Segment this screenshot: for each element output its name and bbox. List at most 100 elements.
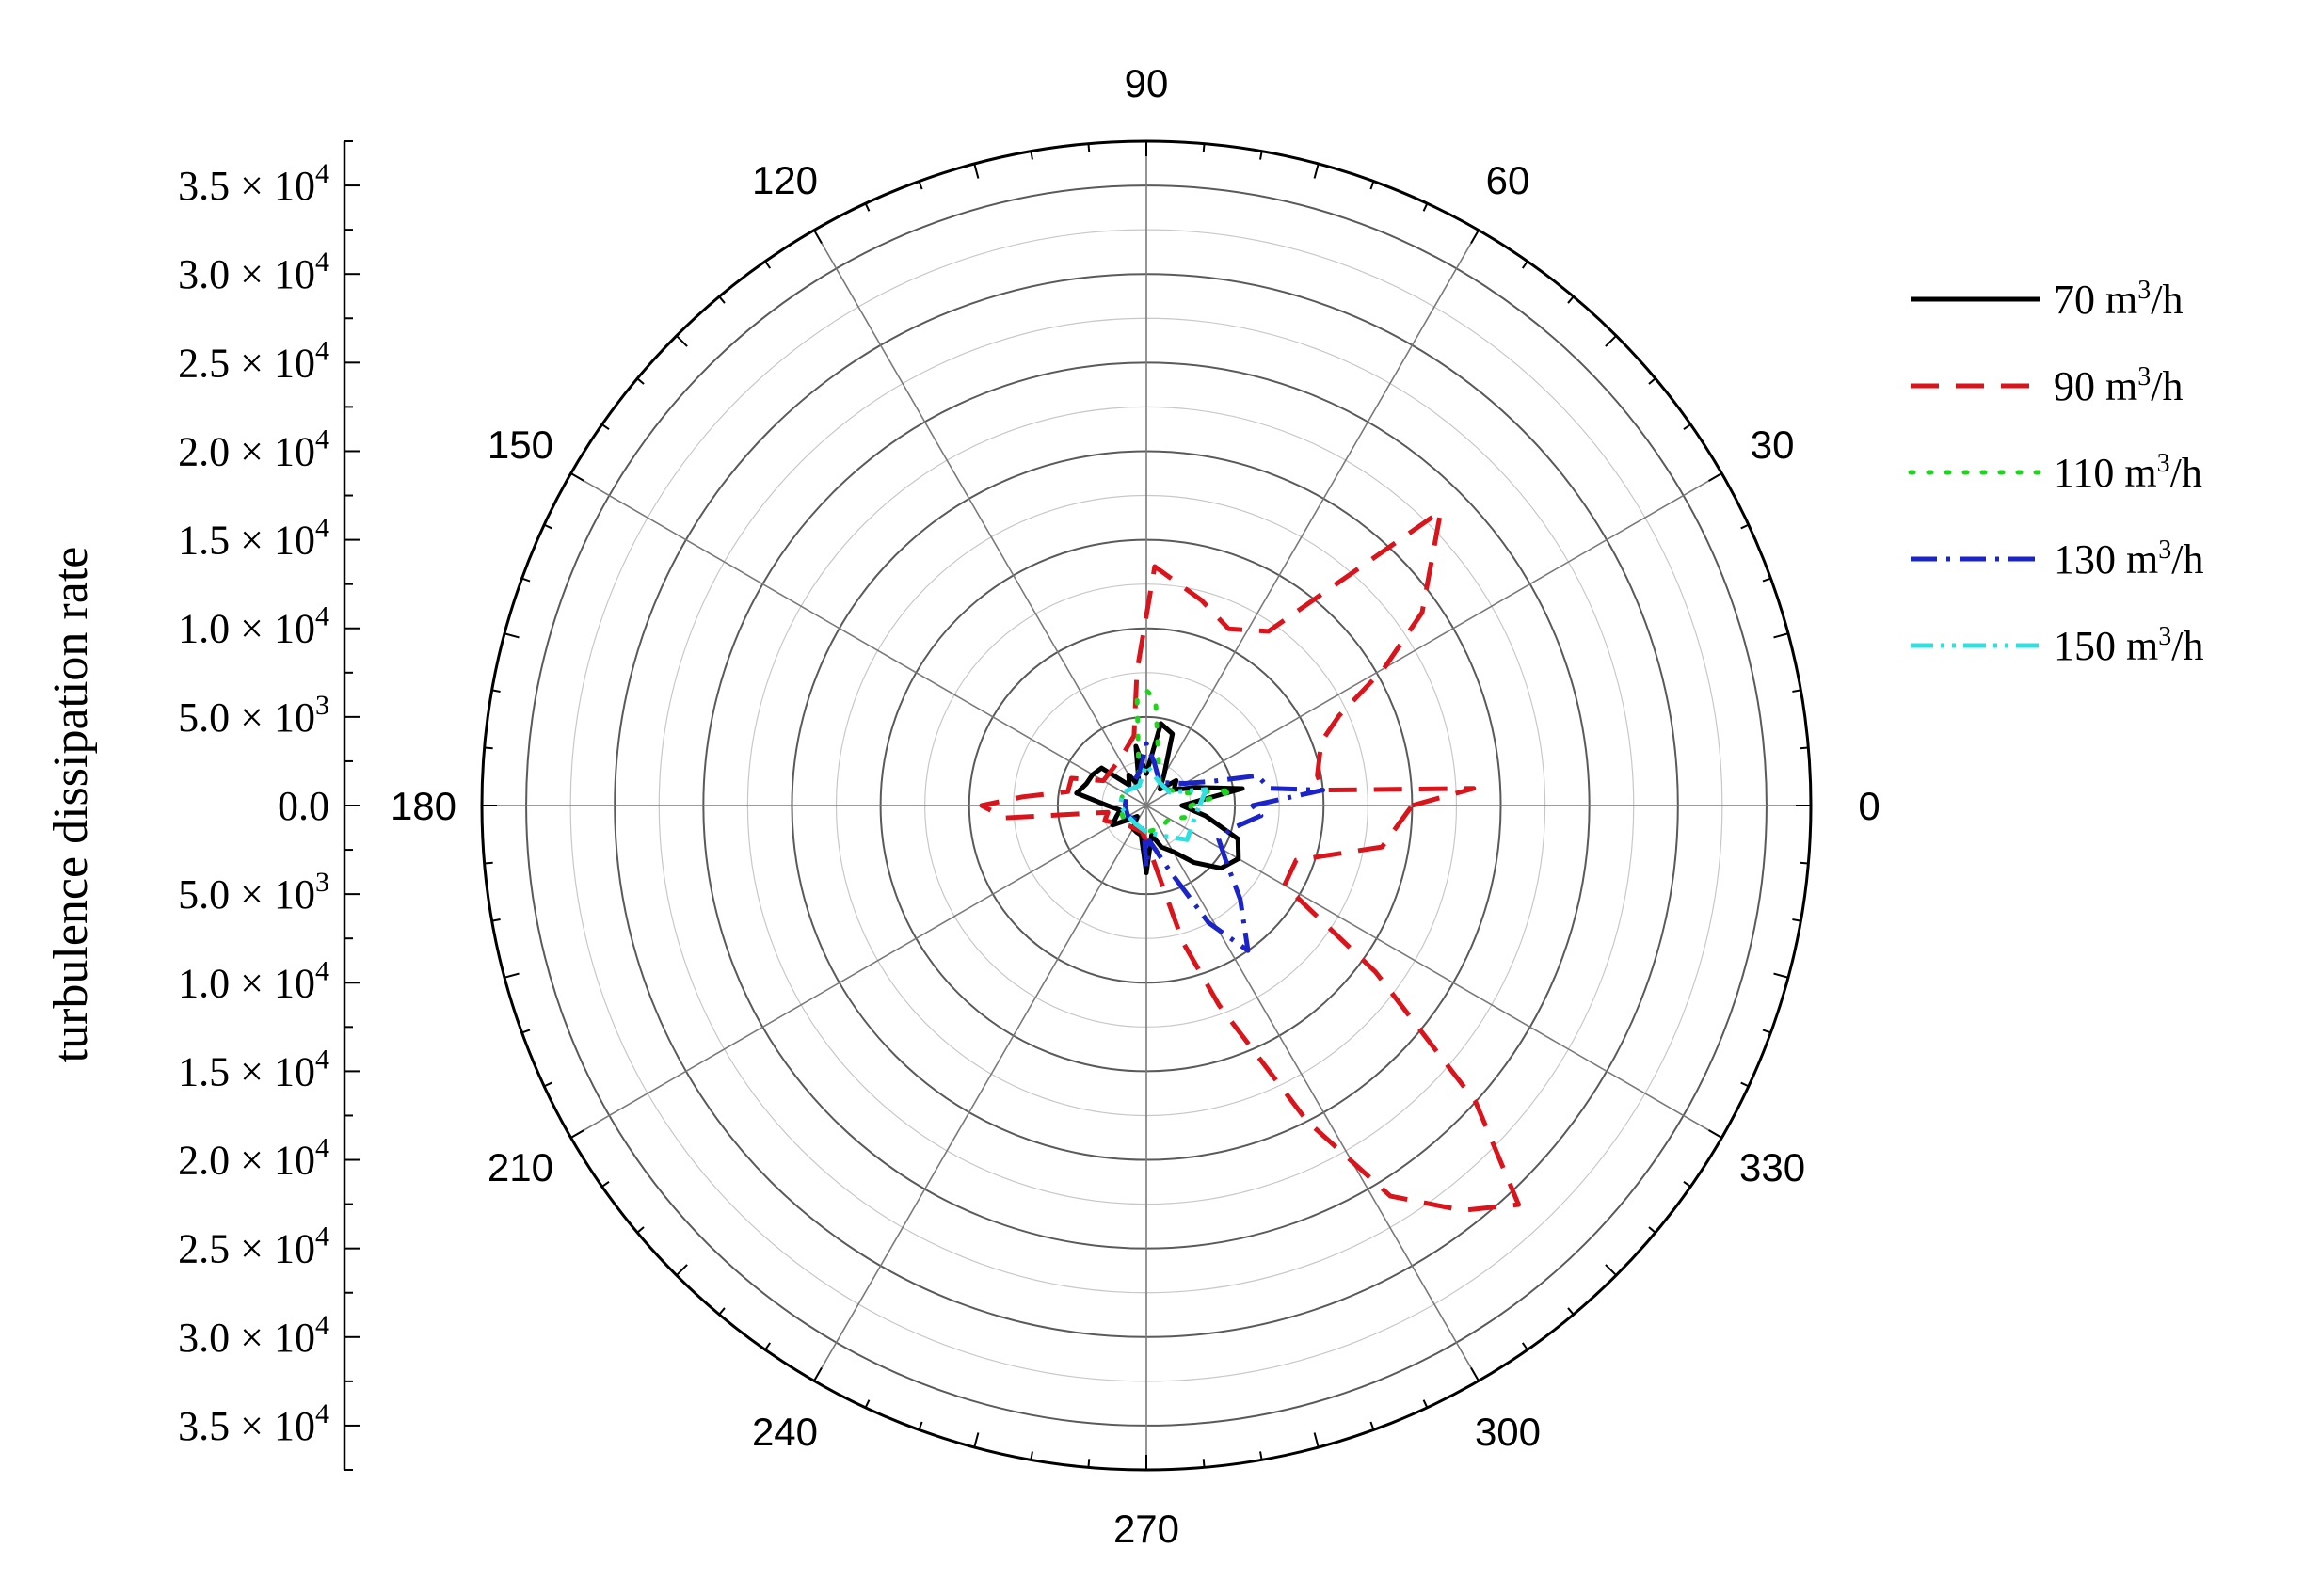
angle-tick-label: 210 (488, 1145, 553, 1189)
angle-tick-label: 240 (752, 1410, 818, 1454)
angle-minor-tick (1521, 261, 1528, 269)
angle-minor-tick (521, 1029, 531, 1034)
angle-minor-tick (636, 1226, 645, 1234)
angle-minor-tick (864, 202, 871, 212)
radial-tick-label: 2.5 × 104 (178, 335, 329, 386)
angle-minor-tick (1605, 335, 1617, 347)
angle-minor-tick (973, 163, 980, 179)
radial-tick-label: 2.0 × 104 (178, 424, 329, 475)
angle-minor-tick (1773, 972, 1789, 979)
angular-axis: 0 30 60 90 120 150 180 210 240 270 300 330 (391, 61, 1880, 1551)
grid-spoke (1145, 230, 1480, 806)
angle-minor-tick (718, 295, 726, 304)
angle-minor-tick (491, 689, 501, 693)
angle-minor-tick (764, 261, 772, 269)
angle-minor-tick (504, 632, 520, 639)
radial-tick-label: 5.0 × 103 (178, 867, 329, 918)
angle-tick-label: 270 (1113, 1507, 1179, 1551)
angle-minor-tick (1683, 1180, 1691, 1188)
angle-minor-tick (764, 1342, 772, 1350)
angle-minor-tick (1792, 689, 1801, 693)
data-series (979, 508, 1521, 1213)
angle-minor-tick (1030, 1451, 1033, 1460)
angle-minor-tick (1259, 151, 1263, 160)
angle-tick-label: 300 (1475, 1410, 1541, 1454)
angle-tick-label: 330 (1739, 1145, 1805, 1189)
angle-minor-tick (676, 335, 688, 347)
angle-minor-tick (1369, 1421, 1375, 1430)
angle-minor-tick (1740, 523, 1750, 530)
angle-minor-tick (570, 1129, 584, 1139)
angle-minor-tick (1605, 1264, 1617, 1276)
angle-minor-tick (484, 746, 493, 750)
angle-minor-tick (1708, 472, 1722, 482)
polar-grid (480, 139, 1813, 1472)
angle-tick-label: 90 (1125, 61, 1169, 105)
angle-minor-tick (1202, 143, 1206, 152)
angle-minor-tick (1313, 1432, 1320, 1448)
angle-minor-tick (718, 1307, 726, 1316)
angle-minor-tick (601, 423, 610, 431)
angle-minor-tick (1683, 423, 1691, 431)
angle-minor-tick (504, 972, 520, 979)
angle-minor-tick (918, 1421, 923, 1430)
angle-minor-tick (813, 230, 823, 244)
angle-minor-tick (543, 523, 552, 530)
angle-minor-tick (1762, 577, 1771, 583)
angle-tick-label: 0 (1858, 784, 1880, 828)
angle-minor-tick (1521, 1342, 1528, 1350)
angle-minor-tick (570, 472, 584, 482)
angle-minor-tick (1800, 861, 1809, 865)
legend-label: 150 m3/h (2054, 622, 2203, 669)
angle-minor-tick (1567, 295, 1575, 304)
angle-minor-tick (1800, 746, 1809, 750)
legend-label: 70 m3/h (2054, 276, 2183, 323)
angle-tick-label: 120 (752, 158, 818, 202)
angle-minor-tick (864, 1399, 871, 1409)
angle-minor-tick (1773, 632, 1789, 639)
grid-spoke (1145, 472, 1722, 806)
radial-axis: 3.5 × 104 3.0 × 104 2.5 × 104 2.0 × 104 1.5 … (178, 140, 360, 1471)
grid-spoke (570, 805, 1147, 1139)
angle-minor-tick (1567, 1307, 1575, 1316)
angle-minor-tick (1030, 151, 1033, 160)
grid-spoke (570, 472, 1147, 806)
angle-minor-tick (1259, 1451, 1263, 1460)
radial-tick-label: 1.5 × 104 (178, 1044, 329, 1094)
legend-label: 110 m3/h (2054, 449, 2202, 496)
radial-tick-label: 1.0 × 104 (178, 601, 329, 652)
angle-minor-tick (1470, 1367, 1480, 1381)
angle-tick-label: 60 (1486, 158, 1530, 202)
angle-minor-tick (491, 918, 501, 922)
angle-minor-tick (1648, 377, 1656, 385)
y-axis-label: turbulence dissipation rate (44, 547, 98, 1063)
angle-tick-label: 30 (1751, 423, 1795, 467)
radial-tick-label: 1.0 × 104 (178, 955, 329, 1006)
angle-minor-tick (1369, 181, 1375, 190)
grid-spoke (813, 230, 1147, 806)
radial-tick-label: 3.5 × 104 (178, 1398, 329, 1449)
angle-minor-tick (1422, 202, 1429, 212)
grid-spoke (1145, 805, 1480, 1381)
angle-minor-tick (1422, 1399, 1429, 1409)
angle-minor-tick (543, 1081, 552, 1088)
angle-minor-tick (521, 577, 531, 583)
radial-tick-label: 3.0 × 104 (178, 1310, 329, 1361)
angle-minor-tick (1740, 1081, 1750, 1088)
radial-tick-label: 2.0 × 104 (178, 1133, 329, 1184)
radial-tick-label: 5.0 × 103 (178, 690, 329, 741)
series-line-0 (1074, 721, 1245, 875)
angle-minor-tick (1087, 1459, 1091, 1468)
angle-minor-tick (1202, 1459, 1206, 1468)
angle-tick-label: 150 (488, 423, 553, 467)
angle-minor-tick (918, 181, 923, 190)
series-line-4 (1117, 762, 1209, 842)
angle-minor-tick (813, 1367, 823, 1381)
legend: 70 m3/h 90 m3/h 110 m3/h 130 m3/h 150 m3/h (1908, 276, 2203, 669)
angle-minor-tick (1762, 1029, 1771, 1034)
angle-minor-tick (973, 1432, 980, 1448)
angle-minor-tick (1087, 143, 1091, 152)
radial-tick-label: 0.0 (278, 783, 329, 829)
angle-minor-tick (1648, 1226, 1656, 1234)
